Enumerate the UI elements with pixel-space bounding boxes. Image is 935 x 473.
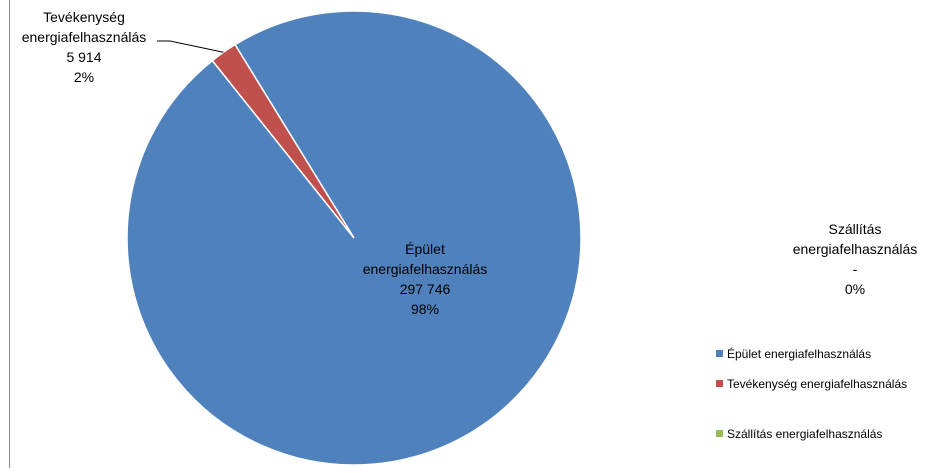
data-label-line: 5 914 [66, 49, 101, 65]
legend-swatch [716, 430, 723, 437]
data-label-line: 2% [74, 69, 94, 85]
legend-label: Szállítás energiafelhasználás [727, 427, 882, 441]
legend-entry-3: Szállítás energiafelhasználás [716, 427, 882, 441]
legend-label: Tevékenység energiafelhasználás [727, 377, 907, 391]
data-label-line: Tevékenység [43, 9, 125, 25]
data-label-3: Szállítás energiafelhasználás - 0% [793, 221, 918, 297]
data-label-line: 297 746 [400, 281, 451, 297]
legend-label: Épület energiafelhasználás [727, 346, 871, 361]
data-label-line: 98% [411, 301, 439, 317]
legend-swatch [716, 380, 723, 387]
data-label-line: energiafelhasználás [793, 241, 918, 257]
legend-swatch [716, 350, 723, 357]
data-label-2: Tevékenység energiafelhasználás 5 914 2% [22, 9, 147, 85]
legend: Épület energiafelhasználás Tevékenység en… [716, 346, 907, 441]
data-label-line: 0% [845, 281, 865, 297]
data-label-line: energiafelhasználás [363, 261, 488, 277]
data-labels: Épület energiafelhasználás 297 746 98% Tevék… [22, 9, 918, 317]
data-label-line: Épület [405, 241, 445, 257]
data-label-1: Épület energiafelhasználás 297 746 98% [363, 241, 488, 317]
legend-entry-1: Épület energiafelhasználás [716, 346, 871, 361]
legend-entry-2: Tevékenység energiafelhasználás [716, 377, 907, 391]
data-label-line: energiafelhasználás [22, 29, 147, 45]
data-label-line: - [853, 261, 858, 277]
data-label-line: Szállítás [829, 221, 882, 237]
pie-slices [126, 10, 582, 466]
leader-line [157, 40, 224, 53]
